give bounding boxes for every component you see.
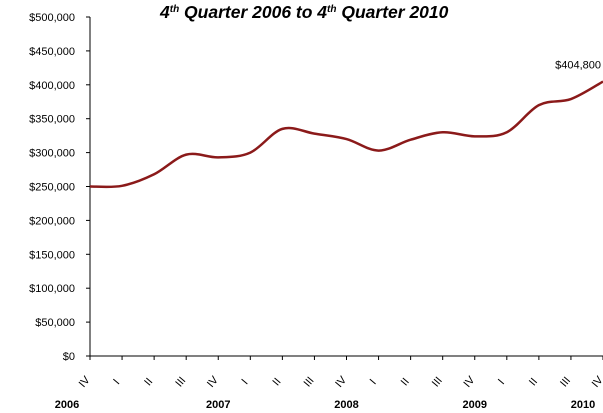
data-point (281, 128, 283, 130)
y-tick-label: $250,000 (29, 182, 75, 194)
data-point (121, 185, 123, 187)
data-point (153, 173, 155, 175)
x-tick-label: I (496, 377, 507, 387)
data-point (378, 150, 380, 152)
x-tick-label: IV (590, 374, 603, 390)
y-tick-label: $300,000 (29, 148, 75, 160)
x-tick-label: III (558, 375, 573, 390)
data-point (249, 152, 251, 154)
y-tick-label: $400,000 (29, 80, 75, 92)
y-tick-label: $350,000 (29, 114, 75, 126)
x-tick-label: III (302, 375, 317, 390)
chart-title: 4th Quarter 2006 to 4th Quarter 2010 (160, 2, 449, 22)
year-label: 2007 (206, 399, 230, 411)
x-tick-label: I (111, 377, 122, 387)
y-tick-label: $50,000 (35, 317, 75, 329)
data-point (474, 135, 476, 137)
y-tick-label: $150,000 (29, 249, 75, 261)
x-tick-label: II (399, 376, 412, 388)
year-label: 2010 (571, 399, 595, 411)
y-tick-label: $0 (63, 351, 75, 363)
x-tick-label: III (430, 375, 445, 390)
x-tick-label: I (239, 377, 250, 387)
series-line (89, 80, 603, 189)
x-tick-label: II (142, 376, 155, 388)
y-tick-label: $450,000 (29, 46, 75, 58)
x-tick-label: III (173, 375, 188, 390)
x-tick-label: IV (333, 374, 349, 390)
data-point (442, 131, 444, 133)
x-tick-label: IV (77, 374, 93, 390)
x-tick-label: II (271, 376, 284, 388)
data-point (185, 154, 187, 156)
x-tick-label: IV (462, 374, 478, 390)
x-tick-label: IV (205, 374, 221, 390)
data-point (538, 104, 540, 106)
data-point (570, 98, 572, 100)
year-label: 2009 (463, 399, 487, 411)
y-tick-label: $200,000 (29, 215, 75, 227)
x-tick-label: II (527, 376, 540, 388)
data-point (506, 131, 508, 133)
data-point (217, 156, 219, 158)
year-label: 2006 (55, 399, 79, 411)
data-point (313, 133, 315, 135)
data-label: $404,800 (555, 60, 601, 72)
x-tick-label: I (368, 377, 379, 387)
y-tick-label: $100,000 (29, 283, 75, 295)
data-point (89, 186, 91, 188)
y-tick-label: $500,000 (29, 12, 75, 24)
data-point (410, 139, 412, 141)
year-label: 2008 (334, 399, 358, 411)
data-point (346, 138, 348, 140)
